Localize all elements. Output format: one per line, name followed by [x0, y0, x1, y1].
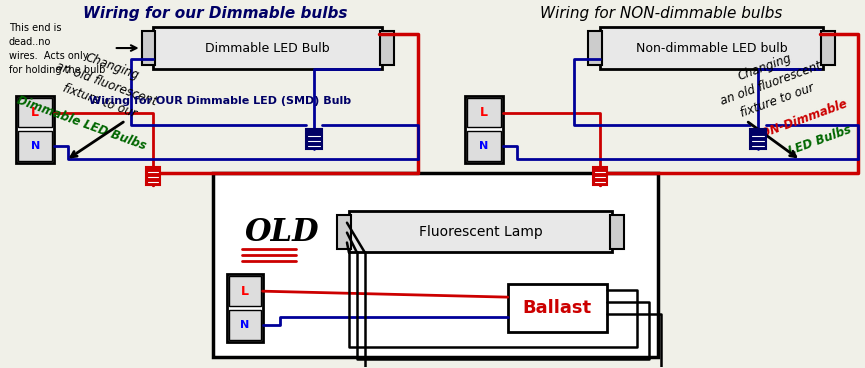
Text: L: L — [240, 285, 249, 298]
Bar — [18, 98, 52, 127]
Bar — [213, 173, 657, 357]
Text: Fluorescent Lamp: Fluorescent Lamp — [419, 224, 542, 238]
Bar — [465, 96, 503, 163]
Bar — [508, 284, 607, 332]
Text: N: N — [31, 141, 40, 151]
Text: OLD: OLD — [245, 217, 319, 248]
Bar — [227, 274, 263, 342]
Bar — [822, 31, 836, 65]
Bar — [467, 131, 501, 161]
Text: This end is
dead..no
wires.  Acts only
for holding the bulb: This end is dead..no wires. Acts only fo… — [9, 23, 105, 75]
Bar — [18, 131, 52, 161]
Bar — [610, 215, 624, 248]
Text: Wiring for NON-dimmable bulbs: Wiring for NON-dimmable bulbs — [541, 6, 783, 21]
Bar — [600, 27, 823, 69]
Text: Ballast: Ballast — [522, 299, 592, 317]
Text: Wiring for OUR Dimmable LED (SMD) Bulb: Wiring for OUR Dimmable LED (SMD) Bulb — [89, 96, 351, 106]
Text: N: N — [479, 141, 489, 151]
Bar — [467, 98, 501, 127]
Text: Dimmable LED Bulbs: Dimmable LED Bulbs — [15, 94, 147, 153]
Bar — [146, 167, 160, 185]
Bar — [380, 31, 394, 65]
Text: Wiring for our Dimmable bulbs: Wiring for our Dimmable bulbs — [83, 6, 347, 21]
Bar — [229, 276, 260, 306]
Text: L: L — [31, 106, 39, 119]
Text: Non-dimmable LED bulb: Non-dimmable LED bulb — [636, 42, 787, 54]
Text: NON-Dimmable: NON-Dimmable — [751, 97, 850, 144]
Bar — [337, 215, 351, 248]
Bar — [593, 167, 607, 185]
Text: L: L — [480, 106, 488, 119]
Bar — [306, 130, 322, 149]
Bar — [153, 27, 381, 69]
Text: Changing
an old fluorescent
fixture to our: Changing an old fluorescent fixture to o… — [712, 43, 830, 125]
Bar — [750, 130, 766, 149]
Text: Dimmable LED Bulb: Dimmable LED Bulb — [205, 42, 330, 54]
Bar — [229, 310, 260, 340]
Bar — [349, 211, 612, 252]
Text: Changing
an old fluorescent
fixture to our: Changing an old fluorescent fixture to o… — [48, 43, 164, 125]
Text: N: N — [240, 320, 249, 330]
Bar — [16, 96, 54, 163]
Bar — [588, 31, 602, 65]
Text: LED Bulbs: LED Bulbs — [787, 123, 854, 158]
Bar — [142, 31, 156, 65]
